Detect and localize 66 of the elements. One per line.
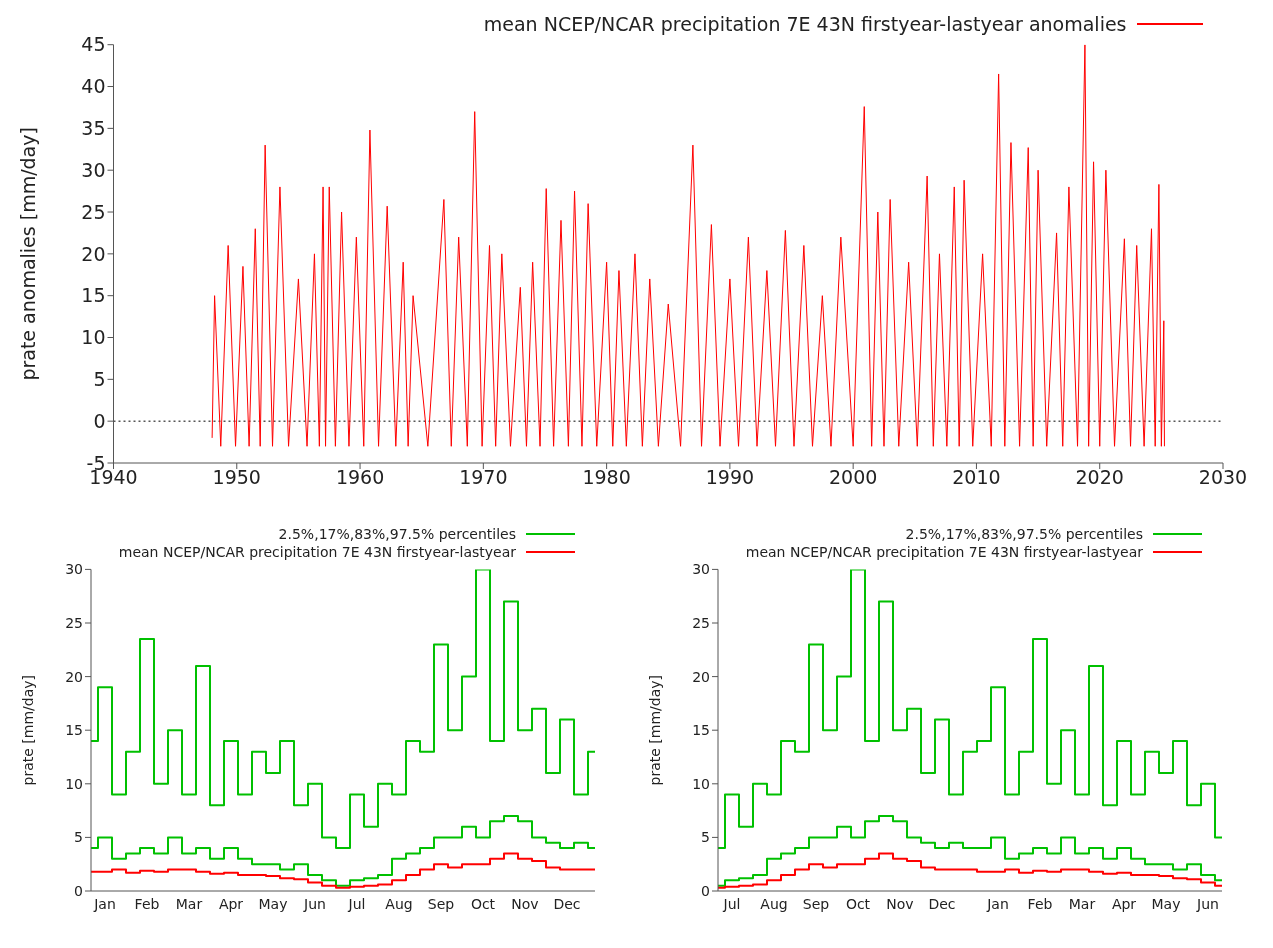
x-tick-label: 1960 xyxy=(335,466,385,489)
y-tick-label: 10 xyxy=(81,326,106,349)
x-tick-label: 1980 xyxy=(582,466,631,489)
x-tick-label: Dec xyxy=(928,895,956,912)
x-tick-label: Jan xyxy=(93,895,116,912)
x-tick-label: Apr xyxy=(1111,895,1137,912)
y-tick-label: 5 xyxy=(701,829,710,846)
x-tick-label: Oct xyxy=(470,895,496,912)
y-tick-label: 30 xyxy=(81,158,106,181)
legend-label: 2.5%,17%,83%,97.5% percentiles xyxy=(905,525,1143,544)
x-tick-label: May xyxy=(258,895,288,912)
y-tick-label: 15 xyxy=(692,722,710,739)
line-series xyxy=(211,44,1165,447)
y-tick-label: 25 xyxy=(65,614,83,631)
x-tick-label: Feb xyxy=(134,895,160,912)
y-tick-label: 15 xyxy=(81,284,106,307)
y-tick-label: 30 xyxy=(692,561,710,578)
y-axis-title: prate [mm/day] xyxy=(19,674,36,786)
y-tick-label: 10 xyxy=(65,775,83,792)
x-tick-label: Jun xyxy=(303,895,326,912)
y-tick-label: 20 xyxy=(65,668,83,685)
x-tick-label: May xyxy=(1151,895,1181,912)
x-tick-label: Aug xyxy=(385,895,413,912)
y-tick-label: 30 xyxy=(65,561,83,578)
y-tick-label: 25 xyxy=(81,200,106,223)
y-tick-label: 35 xyxy=(81,117,106,140)
legend-label: mean NCEP/NCAR precipitation 7E 43N firstyear-lastyear xyxy=(745,543,1143,562)
x-tick-label: Apr xyxy=(218,895,244,912)
y-tick-label: 5 xyxy=(93,368,106,391)
legend-label: 2.5%,17%,83%,97.5% percentiles xyxy=(278,525,516,544)
legend-label: mean NCEP/NCAR precipitation 7E 43N firstyear-lastyear xyxy=(118,543,516,562)
x-tick-label: Jul xyxy=(347,895,366,912)
x-tick-label: Jun xyxy=(1196,895,1219,912)
x-tick-label: 2020 xyxy=(1075,466,1124,489)
legend-label: mean NCEP/NCAR precipitation 7E 43N firstyear-lastyear anomalies xyxy=(483,12,1127,37)
y-axis-title: prate anomalies [mm/day] xyxy=(16,127,39,381)
y-tick-label: 45 xyxy=(81,33,106,56)
x-tick-label: Dec xyxy=(553,895,581,912)
x-tick-label: Nov xyxy=(886,895,914,912)
x-tick-label: Sep xyxy=(802,895,830,912)
x-tick-label: Sep xyxy=(427,895,455,912)
x-tick-label: 2030 xyxy=(1198,466,1248,489)
x-tick-label: 1950 xyxy=(212,466,261,489)
y-tick-label: 0 xyxy=(93,409,106,432)
x-tick-label: Mar xyxy=(175,895,203,912)
x-tick-label: 2000 xyxy=(828,466,878,489)
y-tick-label: 10 xyxy=(692,775,710,792)
x-tick-label: Jul xyxy=(722,895,741,912)
y-tick-label: 0 xyxy=(74,882,83,899)
x-tick-label: Oct xyxy=(845,895,871,912)
x-tick-label: Nov xyxy=(511,895,539,912)
y-axis-title: prate [mm/day] xyxy=(646,674,663,786)
y-tick-label: 5 xyxy=(74,829,83,846)
x-tick-label: Feb xyxy=(1027,895,1053,912)
x-tick-label: Jan xyxy=(986,895,1009,912)
y-tick-label: 0 xyxy=(701,882,710,899)
x-tick-label: Mar xyxy=(1068,895,1096,912)
y-tick-label: 40 xyxy=(81,75,106,98)
x-tick-label: 2010 xyxy=(952,466,1001,489)
x-tick-label: 1990 xyxy=(705,466,755,489)
x-tick-label: 1970 xyxy=(459,466,508,489)
y-tick-label: 15 xyxy=(65,722,83,739)
y-tick-label: 20 xyxy=(692,668,710,685)
x-tick-label: Aug xyxy=(760,895,788,912)
y-tick-label: 25 xyxy=(692,614,710,631)
y-tick-label: 20 xyxy=(81,242,106,265)
